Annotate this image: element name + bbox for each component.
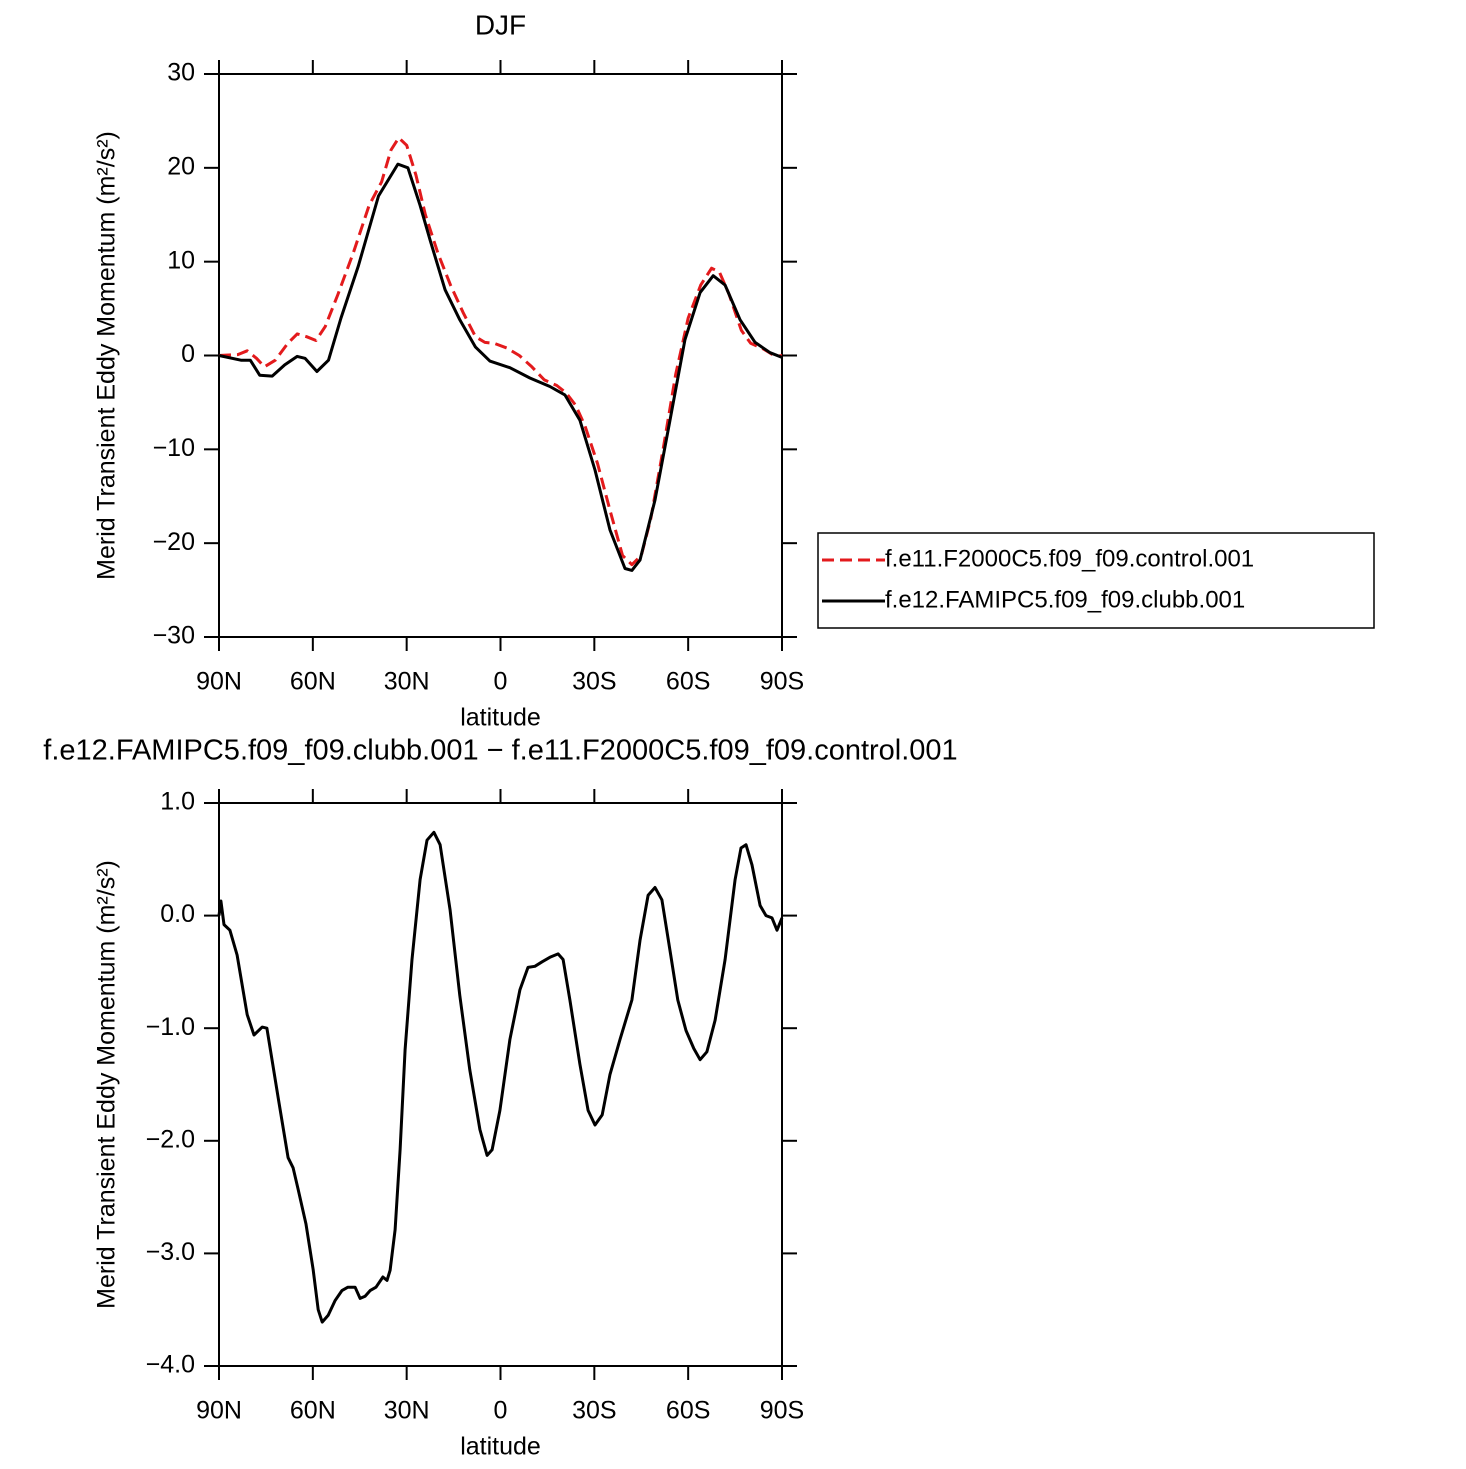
y-tick-label: −10	[153, 434, 195, 462]
plot-frame	[218, 73, 783, 638]
legend-label: f.e12.FAMIPC5.f09_f09.clubb.001	[885, 586, 1245, 613]
x-tick-label: 90N	[196, 668, 242, 696]
x-axis-label: latitude	[460, 1433, 541, 1461]
y-tick-label: 20	[167, 152, 195, 180]
x-tick-label: 30S	[572, 668, 616, 696]
y-tick-label: 0	[181, 340, 195, 368]
legend: f.e11.F2000C5.f09_f09.control.001 f.e12.F…	[817, 532, 1375, 629]
legend-label: f.e11.F2000C5.f09_f09.control.001	[885, 545, 1254, 572]
y-tick-label: −20	[153, 528, 195, 556]
x-tick-label: 60N	[290, 1397, 336, 1425]
x-tick-label: 60S	[666, 1397, 710, 1425]
y-tick-label: −3.0	[146, 1238, 195, 1266]
y-axis-label: Merid Transient Eddy Momentum (m²/s²)	[93, 131, 121, 580]
y-tick-label: −2.0	[146, 1125, 195, 1153]
y-tick-label: −1.0	[146, 1013, 195, 1041]
x-tick-label: 90S	[760, 1397, 804, 1425]
x-tick-label: 90N	[196, 1397, 242, 1425]
x-tick-label: 60S	[666, 668, 710, 696]
x-tick-label: 60N	[290, 668, 336, 696]
x-tick-label: 90S	[760, 668, 804, 696]
y-tick-label: −30	[153, 622, 195, 650]
x-tick-label: 30S	[572, 1397, 616, 1425]
y-tick-label: 30	[167, 59, 195, 87]
chart-title: DJF	[475, 9, 526, 40]
y-tick-label: 0.0	[160, 900, 195, 928]
plot-frame	[218, 802, 783, 1367]
x-tick-label: 0	[494, 1397, 508, 1425]
y-tick-label: −4.0	[146, 1351, 195, 1379]
x-tick-label: 30N	[384, 668, 430, 696]
data-line	[217, 830, 784, 1324]
legend-box	[817, 532, 1375, 629]
x-tick-label: 30N	[384, 1397, 430, 1425]
y-axis-label: Merid Transient Eddy Momentum (m²/s²)	[93, 860, 121, 1309]
x-tick-label: 0	[494, 668, 508, 696]
data-line	[218, 162, 783, 572]
data-line	[218, 136, 783, 567]
y-tick-label: 10	[167, 246, 195, 274]
y-tick-label: 1.0	[160, 788, 195, 816]
chart-title: f.e12.FAMIPC5.f09_f09.clubb.001 − f.e11.…	[43, 735, 957, 767]
x-axis-label: latitude	[460, 704, 541, 732]
